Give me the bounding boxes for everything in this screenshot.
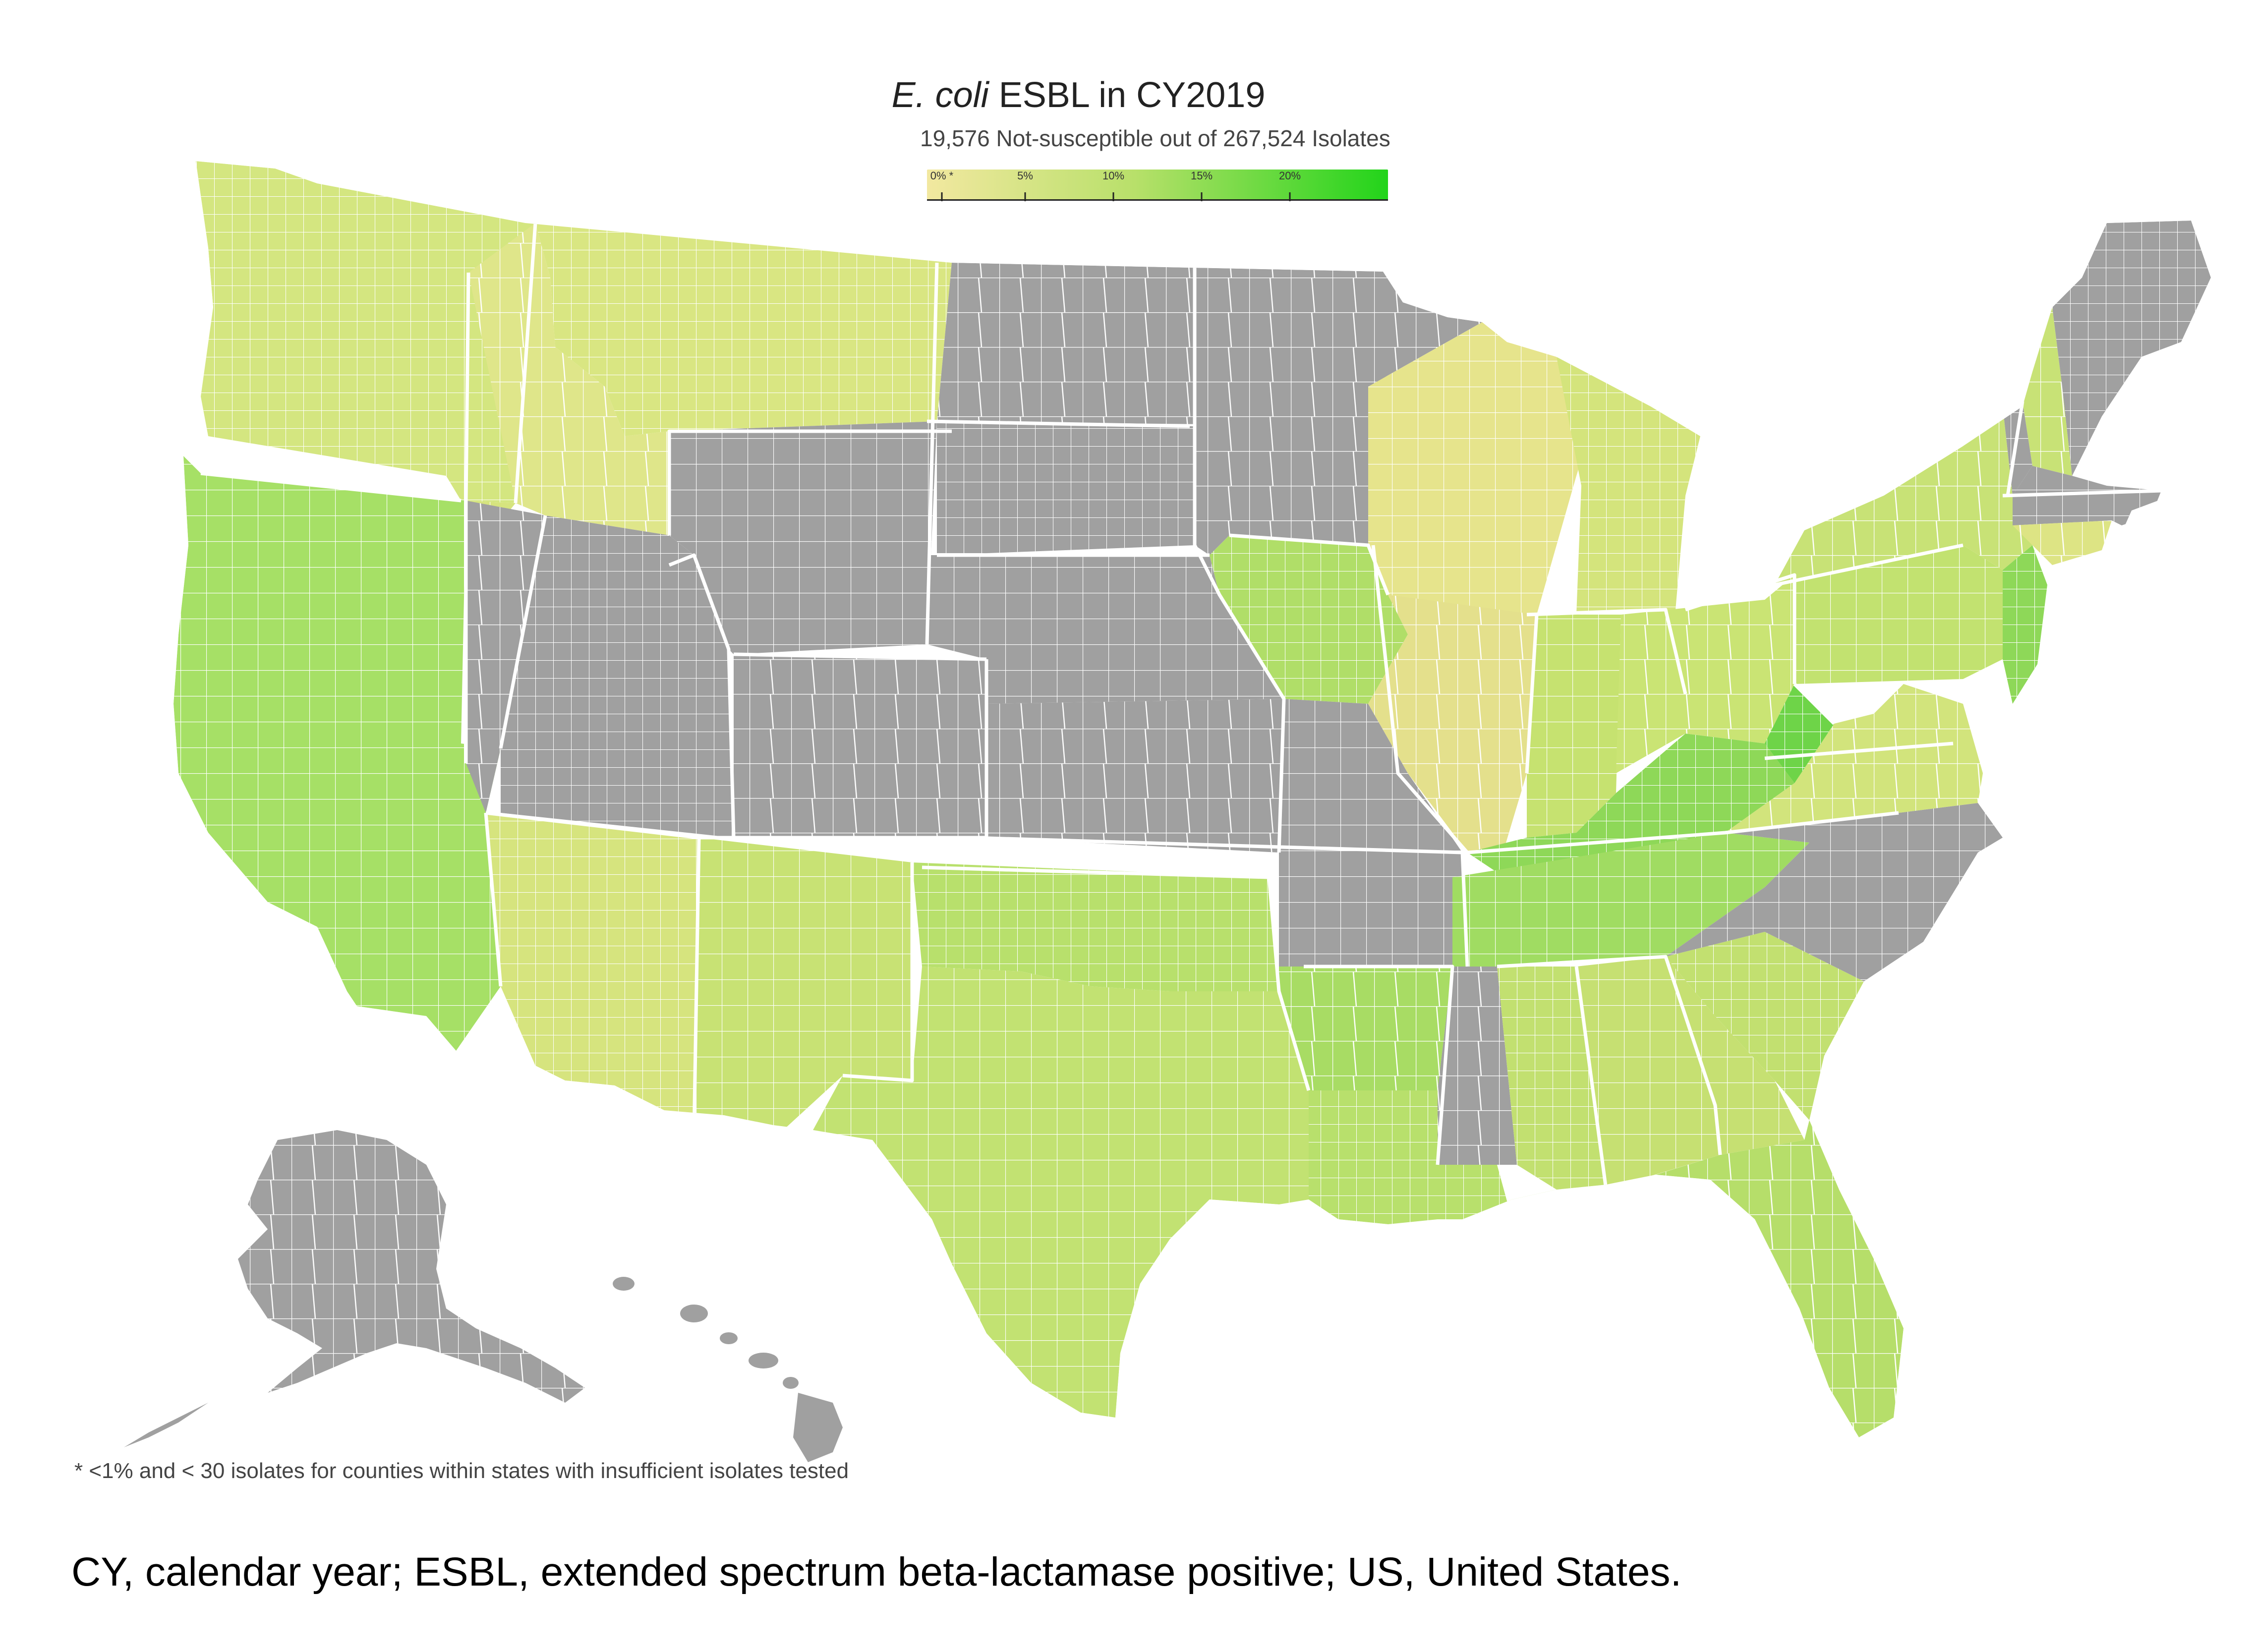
county-lines-new-hampshire [2023,307,2072,476]
county-lines-michigan [1557,357,1700,615]
legend-tick-label: 20% [1278,170,1301,182]
county-lines-illinois [1368,595,1537,872]
county-lines-kansas [986,699,1284,853]
county-lines-florida [1462,1120,1904,1437]
map-title-rest: ESBL in CY2019 [988,75,1266,115]
county-lines-tennessee [1452,833,1809,967]
map-subtitle: 19,576 Not-susceptible out of 267,524 Is… [920,125,1390,151]
county-lines-colorado [734,654,986,838]
county-lines-north-carolina [1666,803,2003,981]
legend-tick-label: 15% [1190,170,1213,182]
county-lines-pennsylvania [1775,545,2003,684]
legend-color-bar [927,170,1388,200]
legend-tick-mark [1201,192,1203,201]
legend-tick-mark [1024,192,1026,201]
hawaii-inset [613,1277,843,1462]
footnote: * <1% and < 30 isolates for counties wit… [74,1459,849,1483]
legend-tick-label: 5% [1017,170,1033,182]
figure-caption: CY, calendar year; ESBL, extended spectr… [71,1549,1682,1595]
county-lines-virginia [1725,684,1983,833]
state-borders [200,223,2162,1190]
legend-tick-mark [1112,192,1114,201]
county-lines-wyoming [669,421,937,654]
county-lines-washington [196,161,535,503]
county-lines-utah [501,515,734,838]
color-legend: 0% * 5% 10% 15% 20% [927,160,1388,201]
county-lines-south-carolina [1666,932,1864,1120]
alaska-inset [124,1130,585,1447]
county-lines-oklahoma [912,862,1279,991]
county-lines-iowa [1210,535,1408,704]
county-lines-new-york [1775,406,2032,585]
county-lines-nebraska [927,555,1284,704]
county-lines-nevada [466,501,545,813]
legend-tick-label: 0% * [930,170,954,182]
county-lines-louisiana [1309,1090,1512,1224]
legend-axis [927,199,1388,201]
map-title: E. coli ESBL in CY2019 [0,74,2206,116]
county-lines-south-dakota [937,421,1195,555]
legend-tick-label: 10% [1102,170,1125,182]
county-lines-california [174,456,501,1051]
county-lines-mississippi [1438,967,1517,1165]
county-lines-massachusetts [2013,466,2161,525]
county-lines-new-mexico [694,838,912,1135]
county-lines-new-jersey [2003,545,2047,704]
county-lines-kentucky [1467,734,1794,872]
legend-tick-mark [941,192,943,201]
county-lines-maine [2052,221,2211,476]
county-lines-montana [535,223,952,436]
county-lines-texas [813,967,1309,1418]
county-lines-wisconsin [1368,322,1601,615]
county-lines-indiana [1527,615,1621,838]
states-layer [174,161,2211,1437]
county-lines-missouri [1279,699,1467,967]
legend-tick-mark [1289,192,1291,201]
map-title-italic: E. coli [891,75,989,115]
county-lines-arkansas [1279,967,1452,1090]
county-lines-connecticut [2013,520,2112,565]
county-lines-arizona [486,813,699,1135]
county-lines-minnesota [1195,268,1482,555]
county-lines-alabama [1497,967,1606,1190]
county-lines-georgia [1576,957,1804,1190]
county-lines-ohio [1616,575,1794,773]
